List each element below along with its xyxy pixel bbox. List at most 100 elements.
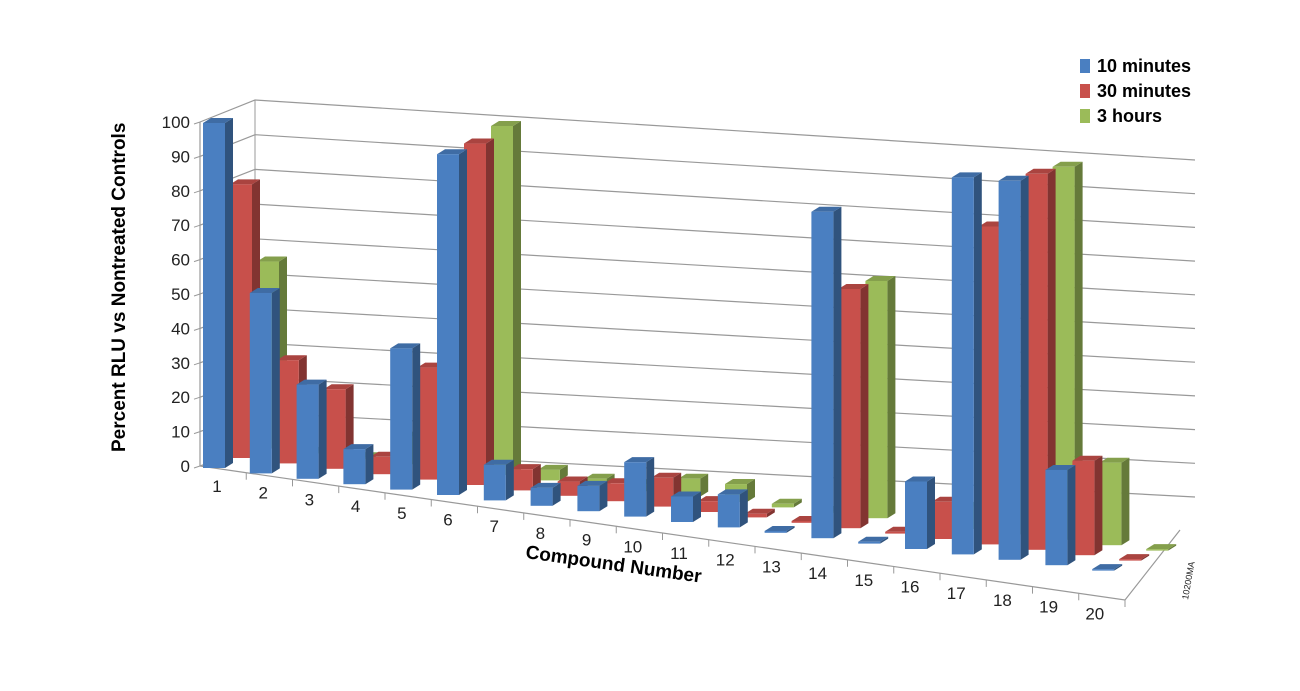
y-tick-mark [193, 155, 201, 159]
bar-side [552, 482, 561, 506]
x-tick-label: 15 [854, 571, 873, 590]
bar-side [700, 473, 709, 497]
bar-front [417, 367, 440, 480]
bar-top [584, 473, 615, 479]
bar-top [1099, 457, 1130, 463]
bar-front [698, 501, 720, 512]
bar-front [537, 469, 560, 481]
bar-top [390, 343, 421, 349]
bar-3-hours-18 [1052, 161, 1083, 540]
bar-side [1067, 464, 1076, 566]
bar-side [505, 459, 514, 501]
bar-top [557, 476, 588, 482]
bar-side [747, 479, 755, 502]
bar-front [1045, 469, 1068, 566]
x-tick-label: 13 [762, 557, 781, 576]
bar-top [323, 384, 354, 390]
bar-front [296, 384, 319, 479]
y-tick-label: 0 [181, 457, 190, 476]
bar-top [437, 149, 467, 155]
bar-front [491, 126, 513, 475]
bar-side [486, 138, 494, 485]
y-tick-mark [193, 396, 201, 400]
bar-front [1146, 549, 1169, 551]
bar-10-minutes-8 [530, 482, 561, 506]
x-tick-label: 5 [397, 504, 406, 523]
bar-front [510, 469, 533, 491]
y-tick-mark [193, 362, 201, 366]
bar-front [865, 280, 888, 519]
x-tick-label: 1 [212, 477, 221, 496]
legend-swatch [1080, 84, 1090, 98]
bar-side [1074, 161, 1083, 540]
y-tick-label: 50 [171, 285, 190, 304]
x-tick-label: 7 [489, 517, 498, 536]
bar-side [459, 149, 467, 495]
bar-top [624, 457, 655, 463]
x-tick-label: 6 [443, 511, 452, 530]
legend-swatch [1080, 59, 1090, 73]
bar-side [1121, 457, 1130, 546]
bar-side [225, 118, 233, 468]
x-tick-label: 4 [351, 497, 360, 516]
bar-top [838, 284, 869, 289]
bar-front [390, 348, 413, 490]
bar-front [1092, 569, 1115, 571]
bar-10-minutes-15 [858, 536, 889, 544]
bar-top [651, 472, 682, 478]
bar-front [230, 184, 252, 458]
y-tick-mark [193, 224, 201, 228]
bar-top [530, 482, 561, 488]
bar-top [744, 508, 775, 514]
bar-front [530, 487, 553, 506]
bar-30-minutes-18 [1025, 168, 1056, 550]
bar-top [764, 525, 795, 531]
bar-30-minutes-12 [744, 508, 775, 518]
y-tick-mark [193, 190, 201, 194]
bar-3-hours-6 [491, 121, 521, 475]
bar-side [559, 464, 568, 481]
y-tick-label: 40 [171, 319, 190, 338]
bar-10-minutes-6 [437, 149, 467, 495]
bar-front [577, 485, 600, 512]
y-tick-label: 20 [171, 388, 190, 407]
bar-10-minutes-5 [390, 343, 421, 490]
bar-top [1092, 564, 1123, 570]
bar-front [978, 226, 1001, 545]
bar-side [766, 508, 775, 518]
bar-front [624, 462, 647, 517]
bar-side [271, 287, 280, 474]
x-tick-label: 20 [1085, 604, 1104, 623]
bar-top [1146, 544, 1177, 550]
bar-front [1119, 559, 1142, 561]
bar-front [437, 154, 459, 495]
bar-30-minutes-6 [464, 138, 494, 485]
bar-10-minutes-1 [203, 118, 233, 468]
gridline [199, 99, 1196, 161]
bars [203, 118, 1177, 571]
y-tick-label: 70 [171, 216, 190, 235]
bar-10-minutes-16 [905, 476, 935, 549]
bar-side [513, 121, 521, 475]
bar-front [651, 477, 674, 507]
bar-top [811, 206, 842, 212]
bar-front [744, 513, 767, 518]
bar-front [998, 180, 1021, 560]
bar-top [865, 275, 896, 281]
y-tick-label: 60 [171, 251, 190, 270]
bar-10-minutes-13 [764, 525, 795, 533]
y-tick-label: 80 [171, 182, 190, 201]
bar-top [905, 476, 935, 482]
bar-10-minutes-4 [343, 444, 374, 485]
x-tick-label: 11 [670, 544, 688, 563]
bar-top [577, 480, 608, 486]
bar-top [343, 444, 374, 450]
y-tick-mark [193, 293, 201, 297]
bar-10-minutes-7 [483, 459, 514, 501]
bar-10-minutes-2 [249, 287, 280, 474]
legend-label: 30 minutes [1097, 81, 1191, 101]
bar-front [811, 211, 834, 539]
bar-3-hours-7 [537, 464, 568, 481]
